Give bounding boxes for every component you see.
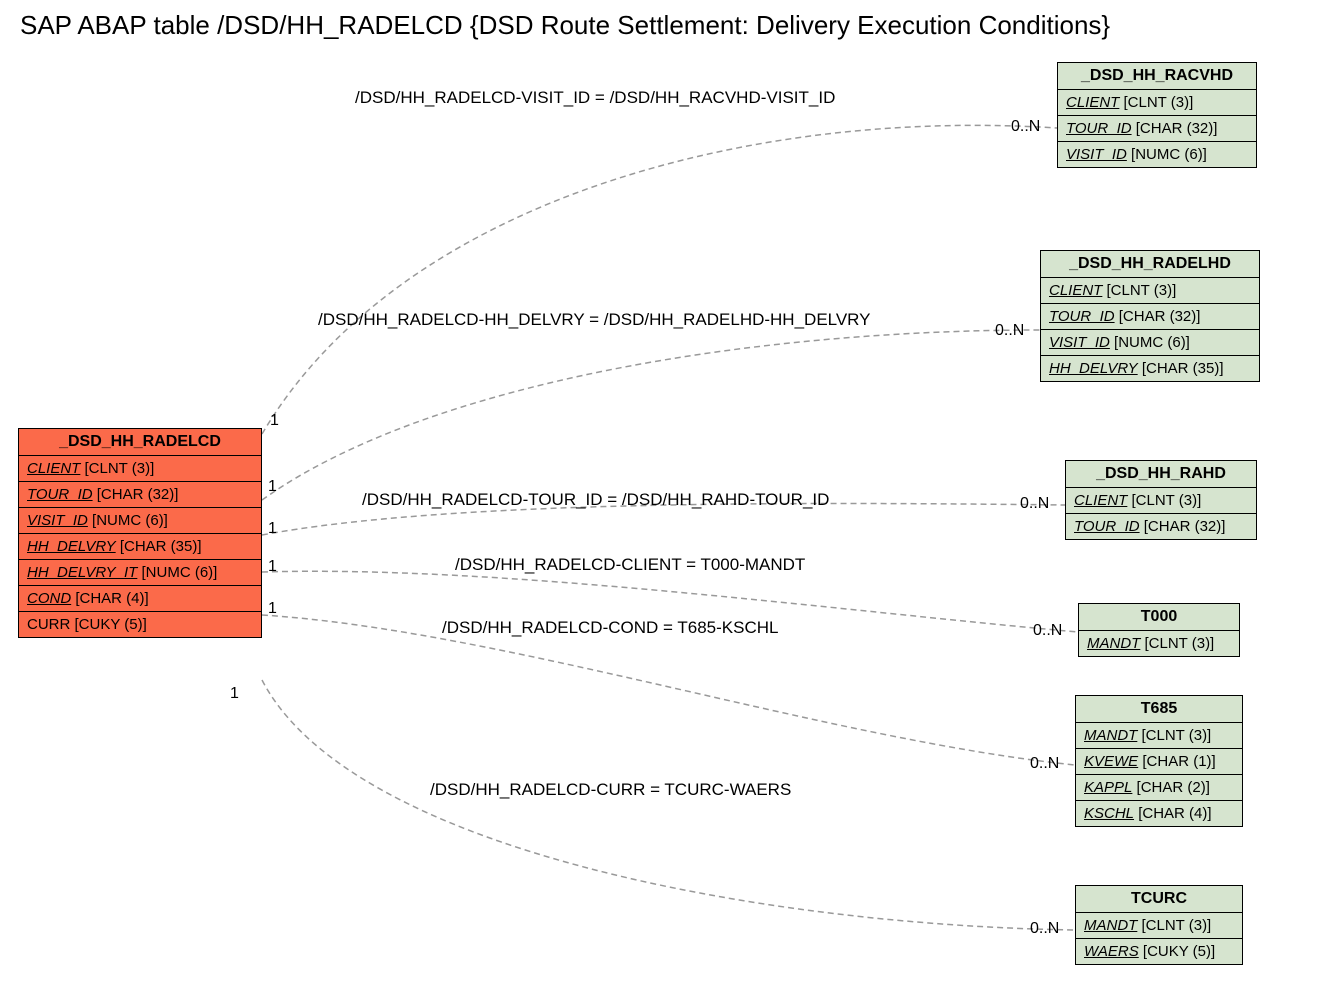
entity-field: COND [CHAR (4)] bbox=[19, 586, 261, 612]
entity-field: CLIENT [CLNT (3)] bbox=[1066, 488, 1256, 514]
entity-t685: T685MANDT [CLNT (3)]KVEWE [CHAR (1)]KAPP… bbox=[1075, 695, 1243, 827]
cardinality-source: 1 bbox=[270, 412, 279, 430]
edge-label: /DSD/HH_RADELCD-VISIT_ID = /DSD/HH_RACVH… bbox=[355, 88, 835, 108]
entity-field: KSCHL [CHAR (4)] bbox=[1076, 801, 1242, 826]
edge-label: /DSD/HH_RADELCD-TOUR_ID = /DSD/HH_RAHD-T… bbox=[362, 490, 829, 510]
cardinality-dest: 0..N bbox=[1011, 118, 1040, 136]
entity-header: T000 bbox=[1079, 604, 1239, 631]
entity--dsd-hh-rahd: _DSD_HH_RAHDCLIENT [CLNT (3)]TOUR_ID [CH… bbox=[1065, 460, 1257, 540]
cardinality-source: 1 bbox=[268, 520, 277, 538]
entity--dsd-hh-radelcd: _DSD_HH_RADELCDCLIENT [CLNT (3)]TOUR_ID … bbox=[18, 428, 262, 638]
entity-header: _DSD_HH_RADELHD bbox=[1041, 251, 1259, 278]
cardinality-dest: 0..N bbox=[1030, 755, 1059, 773]
cardinality-source: 1 bbox=[268, 478, 277, 496]
entity-header: _DSD_HH_RADELCD bbox=[19, 429, 261, 456]
entity-field: KAPPL [CHAR (2)] bbox=[1076, 775, 1242, 801]
entity-field: TOUR_ID [CHAR (32)] bbox=[19, 482, 261, 508]
entity-field: MANDT [CLNT (3)] bbox=[1079, 631, 1239, 656]
entity-field: CLIENT [CLNT (3)] bbox=[1058, 90, 1256, 116]
entity-field: MANDT [CLNT (3)] bbox=[1076, 913, 1242, 939]
entity-field: KVEWE [CHAR (1)] bbox=[1076, 749, 1242, 775]
entity-field: VISIT_ID [NUMC (6)] bbox=[19, 508, 261, 534]
entity-field: HH_DELVRY [CHAR (35)] bbox=[1041, 356, 1259, 381]
entity-field: WAERS [CUKY (5)] bbox=[1076, 939, 1242, 964]
entity-field: CLIENT [CLNT (3)] bbox=[1041, 278, 1259, 304]
entity--dsd-hh-racvhd: _DSD_HH_RACVHDCLIENT [CLNT (3)]TOUR_ID [… bbox=[1057, 62, 1257, 168]
entity-header: TCURC bbox=[1076, 886, 1242, 913]
cardinality-source: 1 bbox=[268, 558, 277, 576]
entity-header: T685 bbox=[1076, 696, 1242, 723]
entity-header: _DSD_HH_RACVHD bbox=[1058, 63, 1256, 90]
entity-field: HH_DELVRY_IT [NUMC (6)] bbox=[19, 560, 261, 586]
entity-field: CURR [CUKY (5)] bbox=[19, 612, 261, 637]
edge-label: /DSD/HH_RADELCD-CLIENT = T000-MANDT bbox=[455, 555, 805, 575]
entity--dsd-hh-radelhd: _DSD_HH_RADELHDCLIENT [CLNT (3)]TOUR_ID … bbox=[1040, 250, 1260, 382]
entity-tcurc: TCURCMANDT [CLNT (3)]WAERS [CUKY (5)] bbox=[1075, 885, 1243, 965]
entity-field: MANDT [CLNT (3)] bbox=[1076, 723, 1242, 749]
cardinality-source: 1 bbox=[230, 685, 239, 703]
entity-field: VISIT_ID [NUMC (6)] bbox=[1058, 142, 1256, 167]
cardinality-dest: 0..N bbox=[1030, 920, 1059, 938]
entity-field: HH_DELVRY [CHAR (35)] bbox=[19, 534, 261, 560]
diagram-title: SAP ABAP table /DSD/HH_RADELCD {DSD Rout… bbox=[20, 10, 1110, 41]
entity-field: TOUR_ID [CHAR (32)] bbox=[1066, 514, 1256, 539]
cardinality-dest: 0..N bbox=[995, 322, 1024, 340]
edge-label: /DSD/HH_RADELCD-COND = T685-KSCHL bbox=[442, 618, 778, 638]
entity-field: TOUR_ID [CHAR (32)] bbox=[1041, 304, 1259, 330]
entity-field: CLIENT [CLNT (3)] bbox=[19, 456, 261, 482]
edge-label: /DSD/HH_RADELCD-HH_DELVRY = /DSD/HH_RADE… bbox=[318, 310, 871, 330]
entity-field: VISIT_ID [NUMC (6)] bbox=[1041, 330, 1259, 356]
cardinality-source: 1 bbox=[268, 600, 277, 618]
edge-label: /DSD/HH_RADELCD-CURR = TCURC-WAERS bbox=[430, 780, 791, 800]
entity-field: TOUR_ID [CHAR (32)] bbox=[1058, 116, 1256, 142]
entity-header: _DSD_HH_RAHD bbox=[1066, 461, 1256, 488]
cardinality-dest: 0..N bbox=[1033, 622, 1062, 640]
entity-t000: T000MANDT [CLNT (3)] bbox=[1078, 603, 1240, 657]
cardinality-dest: 0..N bbox=[1020, 495, 1049, 513]
